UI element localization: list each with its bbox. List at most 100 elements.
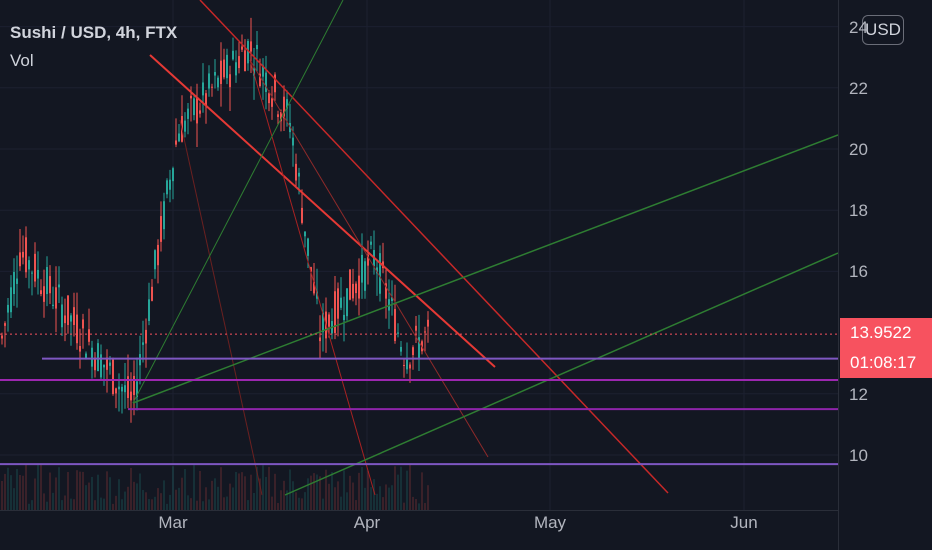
volume-bar <box>301 498 303 510</box>
downtrend-line-upper <box>199 0 669 494</box>
volume-bar <box>184 469 186 510</box>
volume-bar <box>7 467 9 510</box>
candle-body <box>388 299 390 311</box>
candle-body <box>334 291 336 333</box>
candle-body <box>355 283 357 294</box>
candle-body <box>22 251 24 258</box>
candle-body <box>145 329 147 344</box>
volume-bar <box>85 485 87 510</box>
volume-bar <box>262 465 264 510</box>
fan-line <box>249 59 376 496</box>
candle-body <box>97 343 99 372</box>
candle-body <box>106 357 108 370</box>
candle-body <box>139 354 141 366</box>
current-price-badge: 13.9522 01:08:17 <box>840 318 932 378</box>
volume-bar <box>355 500 357 510</box>
volume-bar <box>418 503 420 510</box>
volume-bar <box>28 503 30 510</box>
candle-body <box>148 299 150 321</box>
candle-body <box>37 269 39 279</box>
candle-body <box>253 68 255 76</box>
candle-body <box>352 283 354 299</box>
volume-bar <box>151 499 153 510</box>
volume-bar <box>241 472 243 510</box>
volume-bar <box>325 469 327 510</box>
volume-bar <box>403 502 405 510</box>
volume-bar <box>166 503 168 510</box>
volume-bar <box>97 474 99 510</box>
volume-bar <box>214 478 216 510</box>
volume-indicator-label[interactable]: Vol <box>10 51 34 70</box>
currency-button[interactable]: USD <box>862 15 904 45</box>
candle-body <box>127 376 129 398</box>
volume-bar <box>379 486 381 510</box>
candle-body <box>319 337 321 342</box>
volume-bar <box>79 471 81 510</box>
candle-body <box>424 331 426 333</box>
volume-bar <box>415 499 417 510</box>
candle-body <box>157 244 159 266</box>
volume-bar <box>391 485 393 510</box>
candle-body <box>130 391 132 401</box>
candle-body <box>283 96 285 119</box>
candle-body <box>244 50 246 72</box>
candle-body <box>163 201 165 230</box>
volume-bar <box>118 479 120 510</box>
candle-body <box>280 112 282 122</box>
volume-bar <box>148 499 150 510</box>
volume-bar <box>226 496 228 510</box>
candle-body <box>136 381 138 397</box>
candle-body <box>178 133 180 142</box>
volume-bar <box>178 487 180 510</box>
candle-body <box>151 286 153 301</box>
candle-body <box>109 362 111 366</box>
volume-bar <box>208 499 210 510</box>
volume-bar <box>283 480 285 510</box>
symbol-title[interactable]: Sushi / USD, 4h, FTX <box>10 23 178 42</box>
price-chart[interactable] <box>0 0 838 510</box>
candle-body <box>55 287 57 309</box>
time-tick: Mar <box>158 513 188 532</box>
volume-bar <box>322 498 324 510</box>
volume-bar <box>292 481 294 510</box>
volume-bar <box>25 464 27 510</box>
volume-bar <box>157 488 159 510</box>
volume-bar <box>139 473 141 510</box>
volume-bar <box>217 486 219 510</box>
volume-bar <box>37 464 39 510</box>
candle-body <box>310 267 312 272</box>
candle-body <box>169 179 171 190</box>
volume-bar <box>31 500 33 510</box>
volume-bar <box>61 500 63 510</box>
candle-body <box>199 110 201 114</box>
candle-body <box>232 50 234 60</box>
volume-bar <box>277 503 279 510</box>
volume-bar <box>172 466 174 510</box>
candle-body <box>16 278 18 284</box>
candle-body <box>406 359 408 370</box>
candle-body <box>70 315 72 322</box>
volume-bar <box>82 471 84 510</box>
volume-bar <box>46 501 48 510</box>
candle-body <box>259 73 261 87</box>
volume-bar <box>397 474 399 510</box>
volume-bar <box>100 497 102 510</box>
candle-body <box>292 137 294 146</box>
candle-body <box>49 276 51 294</box>
volume-bar <box>337 481 339 510</box>
volume-bar <box>175 489 177 510</box>
candle-body <box>172 168 174 182</box>
volume-bar <box>64 495 66 510</box>
volume-bar <box>256 466 258 510</box>
volume-bar <box>265 476 267 510</box>
volume-bar <box>187 495 189 510</box>
chart-area[interactable] <box>0 0 838 510</box>
candle-body <box>166 180 168 195</box>
candle-body <box>100 354 102 378</box>
candle-body <box>1 335 3 339</box>
candle-body <box>82 319 84 329</box>
volume-bar <box>289 469 291 510</box>
volume-bar <box>328 483 330 510</box>
volume-bar <box>19 474 21 510</box>
volume-bar <box>340 496 342 510</box>
